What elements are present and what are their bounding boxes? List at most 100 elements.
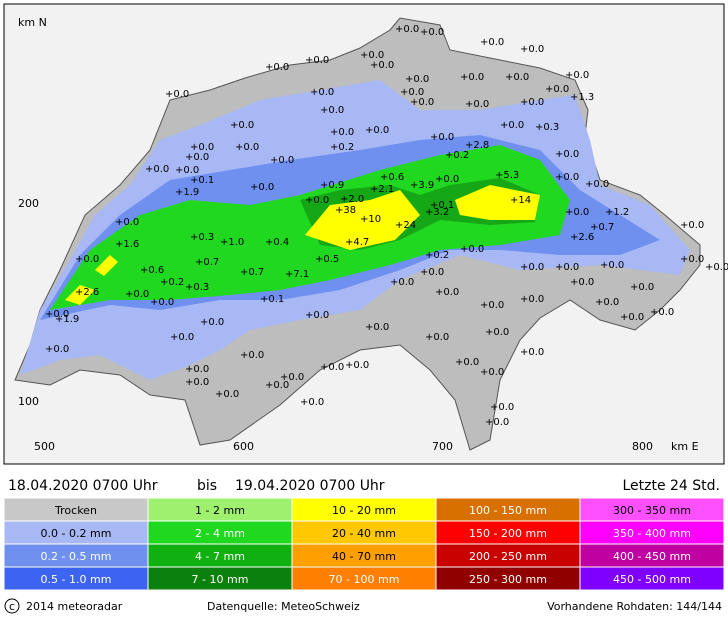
station-value: +0.0 xyxy=(505,72,529,83)
station-value: +0.1 xyxy=(260,294,284,305)
station-value: +0.0 xyxy=(265,62,289,73)
station-value: +0.3 xyxy=(535,122,559,133)
station-value: +0.0 xyxy=(520,44,544,55)
legend-label: 0.0 - 0.2 mm xyxy=(41,527,112,540)
station-value: +2.8 xyxy=(465,140,489,151)
station-value: +0.3 xyxy=(185,282,209,293)
station-value: +2.1 xyxy=(370,184,394,195)
station-value: +1.3 xyxy=(570,92,594,103)
legend-label: 0.2 - 0.5 mm xyxy=(41,550,112,563)
station-value: +0.0 xyxy=(545,84,569,95)
station-value: +0.0 xyxy=(410,97,434,108)
station-value: +0.6 xyxy=(380,172,404,183)
station-value: +0.0 xyxy=(310,87,334,98)
station-value: +0.0 xyxy=(345,360,369,371)
source: Datenquelle: MeteoSchweiz xyxy=(207,600,360,613)
station-value: +0.0 xyxy=(280,372,304,383)
station-value: +0.9 xyxy=(320,180,344,191)
station-value: +0.0 xyxy=(365,125,389,136)
station-value: +0.0 xyxy=(460,72,484,83)
axis-title: km E xyxy=(671,440,699,453)
station-value: +0.0 xyxy=(480,367,504,378)
station-value: +0.0 xyxy=(555,262,579,273)
station-value: +1.9 xyxy=(175,187,199,198)
station-value: +0.0 xyxy=(395,24,419,35)
station-value: +0.0 xyxy=(565,70,589,81)
station-value: +0.0 xyxy=(305,55,329,66)
legend-label: 7 - 10 mm xyxy=(192,573,249,586)
station-value: +0.0 xyxy=(45,344,69,355)
station-value: +0.0 xyxy=(435,287,459,298)
legend-label: 20 - 40 mm xyxy=(332,527,396,540)
station-value: +0.6 xyxy=(140,265,164,276)
station-value: +7.1 xyxy=(285,269,309,280)
station-value: +0.0 xyxy=(480,300,504,311)
station-value: +0.0 xyxy=(500,120,524,131)
station-value: +0.0 xyxy=(460,244,484,255)
station-value: +0.0 xyxy=(520,294,544,305)
station-value: +0.0 xyxy=(425,332,449,343)
station-value: +0.3 xyxy=(190,232,214,243)
station-value: +0.0 xyxy=(650,307,674,318)
station-value: +0.0 xyxy=(405,74,429,85)
station-value: +1.6 xyxy=(115,239,139,250)
station-value: +0.0 xyxy=(115,217,139,228)
station-value: +0.0 xyxy=(305,195,329,206)
station-value: +1.0 xyxy=(220,237,244,248)
station-value: +0.4 xyxy=(265,237,289,248)
station-value: +0.0 xyxy=(185,364,209,375)
station-value: +0.0 xyxy=(240,350,264,361)
legend-label: 40 - 70 mm xyxy=(332,550,396,563)
station-value: +1.2 xyxy=(605,207,629,218)
axis-label: 500 xyxy=(34,440,55,453)
legend-swatch xyxy=(579,566,725,591)
legend-label: 100 - 150 mm xyxy=(469,504,547,517)
station-value: +0.0 xyxy=(435,174,459,185)
station-value: +0.0 xyxy=(125,289,149,300)
station-value: +0.2 xyxy=(330,142,354,153)
station-value: +2.0 xyxy=(340,194,364,205)
station-value: +1.9 xyxy=(55,314,79,325)
legend-label: 200 - 250 mm xyxy=(469,550,547,563)
station-value: +0.0 xyxy=(630,282,654,293)
legend: Trocken 0.0 - 0.2 mm 0.2 - 0.5 mm 0.5 - 1.0… xyxy=(3,497,725,591)
legend-label: 10 - 20 mm xyxy=(332,504,396,517)
station-value: +0.5 xyxy=(315,254,339,265)
station-value: +0.0 xyxy=(330,127,354,138)
axis-label: 600 xyxy=(233,440,254,453)
legend-label: 2 - 4 mm xyxy=(195,527,245,540)
station-value: +0.0 xyxy=(320,105,344,116)
axis-label: 800 xyxy=(632,440,653,453)
station-value: +0.0 xyxy=(360,50,384,61)
axis-label: 200 xyxy=(18,197,39,210)
station-value: +24 xyxy=(395,220,416,231)
date-sep: bis xyxy=(197,478,217,494)
period-span: Letzte 24 Std. xyxy=(622,478,720,494)
date-from: 18.04.2020 0700 Uhr xyxy=(8,478,158,494)
station-value: +0.0 xyxy=(390,277,414,288)
rain-green xyxy=(50,145,570,310)
station-value: +0.0 xyxy=(400,87,424,98)
station-value: +0.1 xyxy=(190,175,214,186)
legend-label: 400 - 450 mm xyxy=(613,550,691,563)
station-value: +0.0 xyxy=(485,327,509,338)
axis-label: 100 xyxy=(18,395,39,408)
station-value: +0.0 xyxy=(595,297,619,308)
station-value: +10 xyxy=(360,214,381,225)
station-value: +2.6 xyxy=(570,232,594,243)
station-value: +0.0 xyxy=(45,309,69,320)
station-value: +0.0 xyxy=(520,262,544,273)
station-value: +0.0 xyxy=(185,152,209,163)
station-value: +3.9 xyxy=(410,180,434,191)
legend-label: 450 - 500 mm xyxy=(613,573,691,586)
station-value: +0.0 xyxy=(585,179,609,190)
station-value: +0.0 xyxy=(420,27,444,38)
station-value: +0.0 xyxy=(265,380,289,391)
station-value: +0.0 xyxy=(520,97,544,108)
station-value: +0.0 xyxy=(420,267,444,278)
station-value: +0.0 xyxy=(600,260,624,271)
station-value: +0.0 xyxy=(230,120,254,131)
station-value: +0.0 xyxy=(490,402,514,413)
station-value: +14 xyxy=(510,195,531,206)
